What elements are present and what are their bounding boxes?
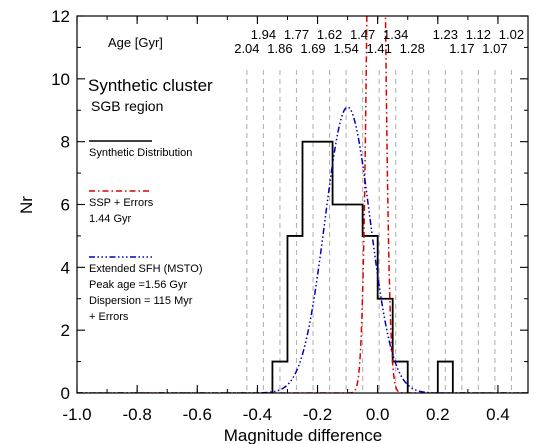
histogram-bar <box>303 142 318 393</box>
histogram-bar <box>318 142 333 393</box>
x-tick-label: -0.4 <box>243 405 272 424</box>
y-axis-title: Nr <box>17 196 36 214</box>
histogram-bar <box>287 236 302 393</box>
chart-annotation-title: Synthetic cluster <box>88 76 213 95</box>
y-tick-label: 0 <box>61 384 70 403</box>
age-label: 1.34 <box>383 27 408 42</box>
age-label: 1.54 <box>333 41 358 56</box>
age-label: 1.17 <box>449 41 474 56</box>
age-label: 1.12 <box>466 27 491 42</box>
x-tick-label: -0.8 <box>122 405 151 424</box>
age-gridlines <box>246 70 513 393</box>
y-tick-label: 12 <box>51 7 70 26</box>
age-label: 1.41 <box>367 41 392 56</box>
y-tick-label: 10 <box>51 70 70 89</box>
x-axis-title: Magnitude difference <box>224 426 382 444</box>
age-label: 1.07 <box>482 41 507 56</box>
histogram-bar <box>393 362 408 393</box>
histogram-outline <box>271 140 454 393</box>
x-tick-label: -0.2 <box>303 405 332 424</box>
age-label: 1.69 <box>300 41 325 56</box>
legend-label: Extended SFH (MSTO) <box>89 263 203 275</box>
legend-detail: Peak age =1.56 Gyr <box>89 279 187 291</box>
age-label: 1.28 <box>400 41 425 56</box>
histogram-bar <box>348 205 363 394</box>
legend-label: SSP + Errors <box>89 197 154 209</box>
y-tick-label: 4 <box>61 258 70 277</box>
histogram-bar <box>333 205 348 394</box>
age-label: 1.23 <box>433 27 458 42</box>
age-label: 1.86 <box>267 41 292 56</box>
x-tick-label: 0.0 <box>366 405 390 424</box>
x-tick-label: -1.0 <box>62 405 91 424</box>
chart-annotation-subtitle: SGB region <box>91 98 163 114</box>
x-tick-label: -0.6 <box>183 405 212 424</box>
legend-detail: Dispersion = 115 Myr <box>89 295 193 307</box>
age-label: 2.04 <box>234 41 259 56</box>
age-label: 1.47 <box>350 27 375 42</box>
age-label: 1.94 <box>251 27 276 42</box>
age-label: 1.77 <box>284 27 309 42</box>
age-axis-labels: 2.041.941.861.771.691.621.541.471.411.34… <box>234 27 524 56</box>
legend-detail: + Errors <box>89 311 129 323</box>
y-tick-label: 2 <box>61 321 70 340</box>
x-tick-label: 0.4 <box>486 405 510 424</box>
histogram-bar <box>363 236 378 393</box>
y-axis-ticks: 0 2 4 6 8 10 12 <box>51 7 528 403</box>
x-axis-ticks: -1.0 -0.8 -0.6 -0.4 -0.2 0.0 0.2 0.4 <box>62 16 529 424</box>
legend: Synthetic Distribution SSP + Errors 1.44 G… <box>89 140 203 323</box>
x-tick-label: 0.2 <box>426 405 450 424</box>
age-label: 1.02 <box>499 27 524 42</box>
legend-label: Synthetic Distribution <box>89 147 192 159</box>
legend-detail: 1.44 Gyr <box>89 213 132 225</box>
synthetic-distribution-histogram <box>271 140 454 394</box>
age-axis-title: Age [Gyr] <box>108 35 163 50</box>
age-label: 1.62 <box>317 27 342 42</box>
y-tick-label: 8 <box>61 133 70 152</box>
y-tick-label: 6 <box>61 196 70 215</box>
